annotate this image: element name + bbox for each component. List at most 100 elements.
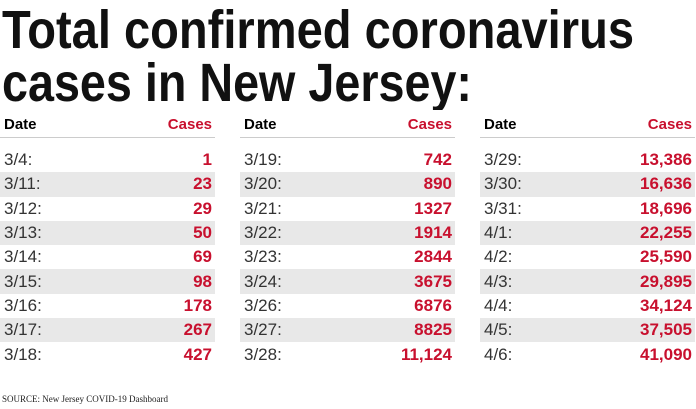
cases-cell: 1327 (414, 198, 452, 218)
table-row: 3/14: 69 (0, 245, 215, 269)
source: SOURCE: New Jersey COVID-19 Dashboard (2, 394, 168, 404)
cases-cell: 3675 (414, 271, 452, 291)
date-cell: 3/30: (484, 174, 522, 194)
table-row: 4/3: 29,895 (480, 269, 695, 294)
date-cell: 3/13: (4, 223, 42, 243)
table-row: 3/11: 23 (0, 172, 215, 197)
header-cell: Cases (407, 116, 452, 133)
date-cell: 3/12: (4, 198, 42, 218)
table-row: 4/2: 25,590 (480, 245, 695, 269)
table-row: 3/18: 427 (0, 342, 215, 366)
date-cell: 3/29: (484, 150, 522, 170)
table-row: 3/17: 267 (0, 318, 215, 343)
date-cell: 4/5: (484, 320, 513, 340)
table-body: 3/4: 1 3/11: 23 3/12: 29 3/13: 50 3/14: 69 3/15: 98… (0, 148, 215, 367)
date-cell: 3/19: (244, 150, 282, 170)
cases-cell: 6876 (414, 295, 452, 315)
table-row: 3/20: 890 (240, 172, 455, 197)
table-row: 3/23: 2844 (240, 245, 455, 269)
date-cell: 3/17: (4, 320, 42, 340)
cases-cell: 29,895 (640, 271, 692, 291)
table-row: 3/30: 16,636 (480, 172, 695, 197)
table-row: 3/27: 8825 (240, 318, 455, 343)
cases-cell: 13,386 (640, 150, 692, 170)
cases-cell: 8825 (414, 320, 452, 340)
table-row: 3/16: 178 (0, 294, 215, 318)
table-body: 3/29: 13,386 3/30: 16,636 3/31: 18,696 4/1: 22,… (480, 148, 695, 367)
date-cell: 3/22: (244, 223, 282, 243)
cases-cell: 267 (183, 320, 212, 340)
table-body: 3/19: 742 3/20: 890 3/21: 1327 3/22: 1914 3/23: 2… (240, 148, 455, 367)
cases-cell: 1914 (414, 223, 452, 243)
date-cell: 4/2: (484, 247, 513, 267)
cases-cell: 98 (193, 271, 212, 291)
table-row: 3/12: 29 (0, 197, 215, 221)
table-row: 3/28: 11,124 (240, 342, 455, 366)
date-cell: 3/11: (4, 174, 41, 194)
date-cell: 3/14: (4, 247, 42, 267)
table-row: 3/29: 13,386 (480, 148, 695, 172)
table-row: 4/5: 37,505 (480, 318, 695, 343)
cases-cell: 69 (193, 247, 212, 267)
cases-cell: 29 (193, 198, 212, 218)
date-cell: 3/16: (4, 295, 42, 315)
cases-cell: 22,255 (640, 223, 692, 243)
table-header: Date Cases (240, 112, 455, 138)
table-row: 3/31: 18,696 (480, 197, 695, 221)
cases-cell: 16,636 (640, 174, 692, 194)
table-row: 3/13: 50 (0, 220, 215, 246)
date-cell: 3/20: (244, 174, 282, 194)
title-line: cases in New Jersey: (2, 53, 472, 110)
header-cell: Cases (167, 116, 212, 133)
date-cell: 3/27: (244, 320, 282, 340)
cases-cell: 11,124 (400, 344, 452, 364)
date-cell: 3/23: (244, 247, 282, 267)
table-row: 3/19: 742 (240, 148, 455, 172)
header-cell: Date (4, 116, 37, 133)
date-cell: 4/4: (484, 295, 513, 315)
title: Total confirmed coronavirus cases in New… (2, 0, 634, 110)
date-cell: 3/28: (244, 344, 282, 364)
cases-cell: 34,124 (640, 295, 692, 315)
cases-cell: 890 (423, 174, 452, 194)
header-cell: Date (244, 116, 277, 133)
date-cell: 3/24: (244, 271, 282, 291)
header-cell: Date (484, 116, 517, 133)
table-row: 4/6: 41,090 (480, 342, 695, 366)
date-cell: 4/3: (484, 271, 513, 291)
table-row: 4/1: 22,255 (480, 220, 695, 246)
table-header: Date Cases (480, 112, 695, 138)
table-row: 3/22: 1914 (240, 220, 455, 246)
date-cell: 3/15: (4, 271, 42, 291)
date-cell: 3/4: (4, 150, 33, 170)
date-cell: 3/31: (484, 198, 522, 218)
table: Date Cases 3/29: 13,386 3/30: 16,636 3/31: 18,6… (480, 112, 695, 367)
table-row: 3/15: 98 (0, 269, 215, 294)
table-row: 3/26: 6876 (240, 294, 455, 318)
cases-cell: 742 (423, 150, 452, 170)
table: Date Cases 3/4: 1 3/11: 23 3/12: 29 3/13: 50 3/14:… (0, 112, 215, 367)
date-cell: 4/6: (484, 344, 513, 364)
table-header: Date Cases (0, 112, 215, 138)
cases-cell: 50 (193, 223, 212, 243)
date-cell: 3/18: (4, 344, 42, 364)
cases-cell: 41,090 (640, 344, 692, 364)
title-line: Total confirmed coronavirus (2, 0, 634, 60)
table-row: 3/4: 1 (0, 148, 215, 172)
cases-cell: 2844 (414, 247, 452, 267)
cases-cell: 427 (183, 344, 212, 364)
cases-cell: 23 (193, 174, 212, 194)
table-row: 3/24: 3675 (240, 269, 455, 294)
date-cell: 4/1: (484, 223, 513, 243)
table-row: 3/21: 1327 (240, 197, 455, 221)
date-cell: 3/26: (244, 295, 282, 315)
table: Date Cases 3/19: 742 3/20: 890 3/21: 1327 3/22: 1… (240, 112, 455, 367)
header-cell: Cases (647, 116, 692, 133)
date-cell: 3/21: (244, 198, 282, 218)
cases-cell: 1 (202, 150, 212, 170)
cases-cell: 18,696 (640, 198, 692, 218)
cases-cell: 178 (183, 295, 212, 315)
cases-cell: 25,590 (640, 247, 692, 267)
cases-cell: 37,505 (640, 320, 692, 340)
